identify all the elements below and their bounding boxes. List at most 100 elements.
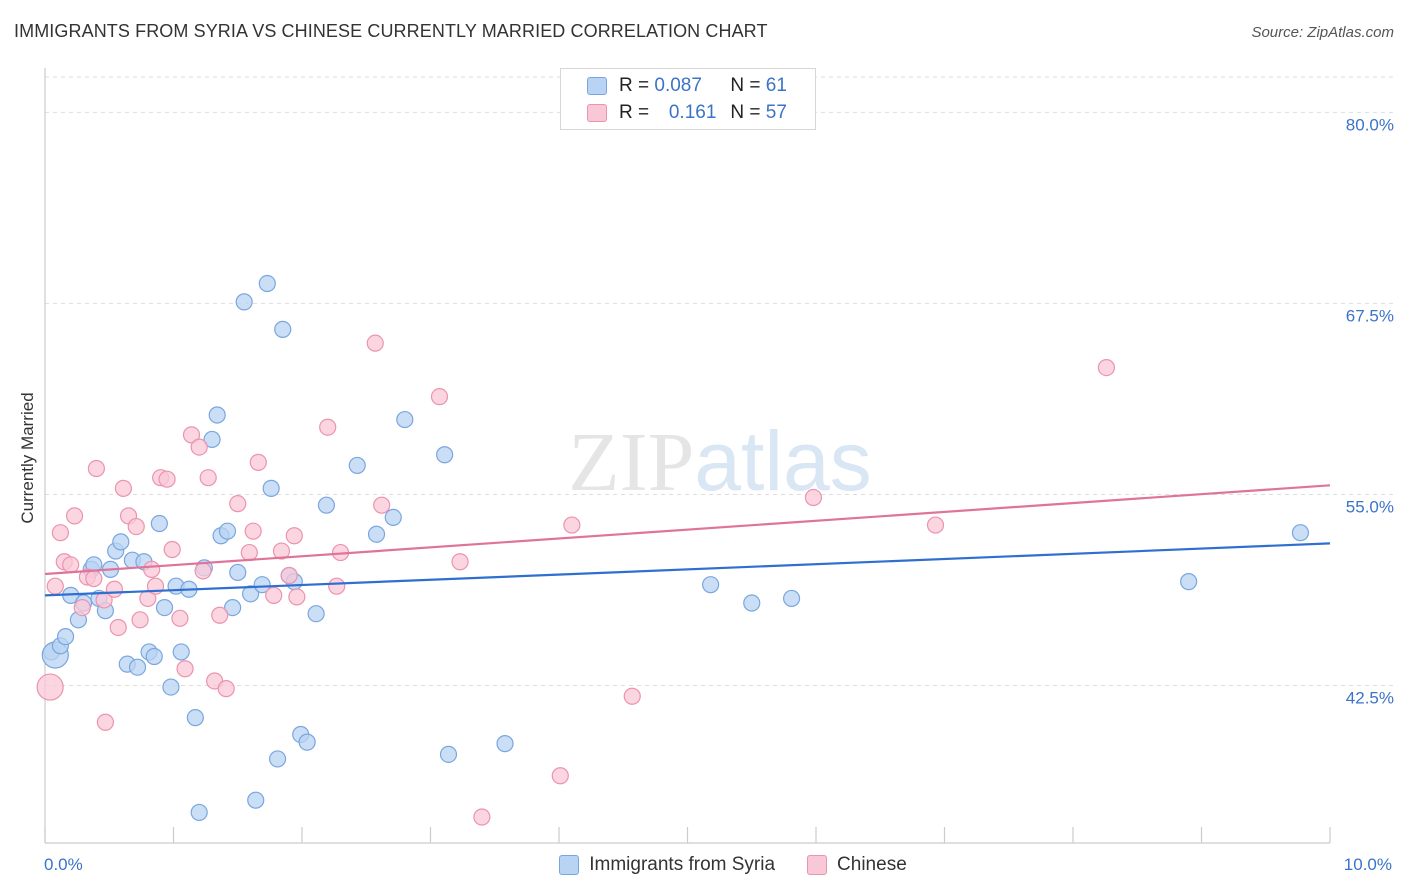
r-label: R = [619,102,650,123]
syria-point [56,628,75,646]
y-tick-label: 67.5% [1346,306,1394,325]
chinese-point [127,517,145,536]
chinese-point [217,680,235,698]
chinese-point [319,418,337,436]
syria-point [348,456,366,475]
chinese-trend-line [44,484,1331,576]
chinese-point [926,516,945,534]
chinese-point [288,588,306,606]
chinese-legend-swatch [807,855,828,875]
chinese-point [105,580,123,598]
x-tick-label: 0.0% [44,855,83,874]
chinese-point [473,808,491,826]
syria-point [172,643,190,661]
x-tick-label: 10.0% [1344,855,1392,874]
chinese-point [430,388,449,406]
syria-point [186,709,204,727]
syria-legend-swatch [559,855,580,875]
syria-point [367,525,386,543]
chinese-point [551,767,569,785]
syria-point [317,496,336,514]
n-label: N = [730,102,761,123]
chinese-point [171,609,189,627]
chinese-point [51,524,70,542]
chinese-point [373,496,391,514]
tick-labels: 42.5% 55.0% 67.5% 80.0% 0.0% 10.0% [44,115,1394,874]
syria-point [274,320,292,338]
chinese-point [163,540,181,559]
syria-point [436,446,454,464]
chinese-point [65,507,84,525]
syria-point [224,598,242,617]
chinese-point [131,611,149,629]
syria-point [162,678,180,696]
syria-point [229,563,247,582]
chinese-point [73,598,91,617]
chinese-point [190,438,208,456]
chinese-point [265,586,283,604]
syria-point [203,430,221,449]
syria-point [384,508,402,527]
syria-trend-line [44,542,1331,597]
n-value: 61 [765,75,787,96]
syria-point [128,658,147,676]
series-syria-points [41,274,1310,822]
chinese-point [285,527,303,545]
series-legend: Immigrants from Syria Chinese [0,852,1406,878]
source-credit: Source: ZipAtlas.com [1251,24,1394,41]
chinese-point [623,687,641,705]
syria-point [496,735,514,753]
chinese-point [366,334,384,352]
syria-point [155,598,174,617]
syria-point [235,293,253,311]
syria-point [242,585,260,603]
chinese-point [249,453,267,471]
chinese-point [199,469,217,487]
chinese-point [563,516,581,534]
y-tick-label: 80.0% [1346,115,1394,134]
syria-point [218,522,237,540]
syria-point [268,750,287,768]
chinese-point [182,426,201,444]
chinese-point [229,495,247,513]
chinese-point [176,660,194,678]
chinese-legend-label: Chinese [837,854,907,875]
axes [44,68,1331,844]
syria-point [112,533,130,551]
legend-item-syria: Immigrants from Syria [559,854,775,876]
syria-point [307,605,325,623]
chinese-point [96,713,114,731]
syria-point [743,594,761,612]
syria-point [258,274,276,293]
syria-point [253,576,271,594]
chinese-point [158,470,176,488]
syria-swatch [587,77,607,95]
chinese-point [62,556,80,574]
chinese-point [272,542,291,560]
syria-point [782,589,801,608]
r-value: 0.087 [654,75,702,96]
syria-point [396,410,414,429]
syria-point [190,803,208,822]
r-label: R = [619,75,650,96]
watermark: ZIPatlas [568,414,871,509]
chinese-point [804,488,823,507]
n-label: N = [730,75,761,96]
r-value: 0.161 [668,102,717,123]
chinese-point [451,553,469,571]
syria-point [439,745,458,763]
legend-item-chinese: Chinese [807,854,907,876]
chinese-point [109,618,127,637]
trend-lines [44,484,1331,597]
chinese-point [85,569,103,588]
syria-point [150,514,168,533]
chinese-point [244,522,262,540]
chinese-point [143,560,161,578]
y-tick-label: 55.0% [1346,497,1394,516]
chinese-point [1097,359,1116,377]
n-value: 57 [765,102,787,123]
syria-point [702,576,720,594]
chinese-point [211,606,229,624]
chinese-point [36,673,64,701]
